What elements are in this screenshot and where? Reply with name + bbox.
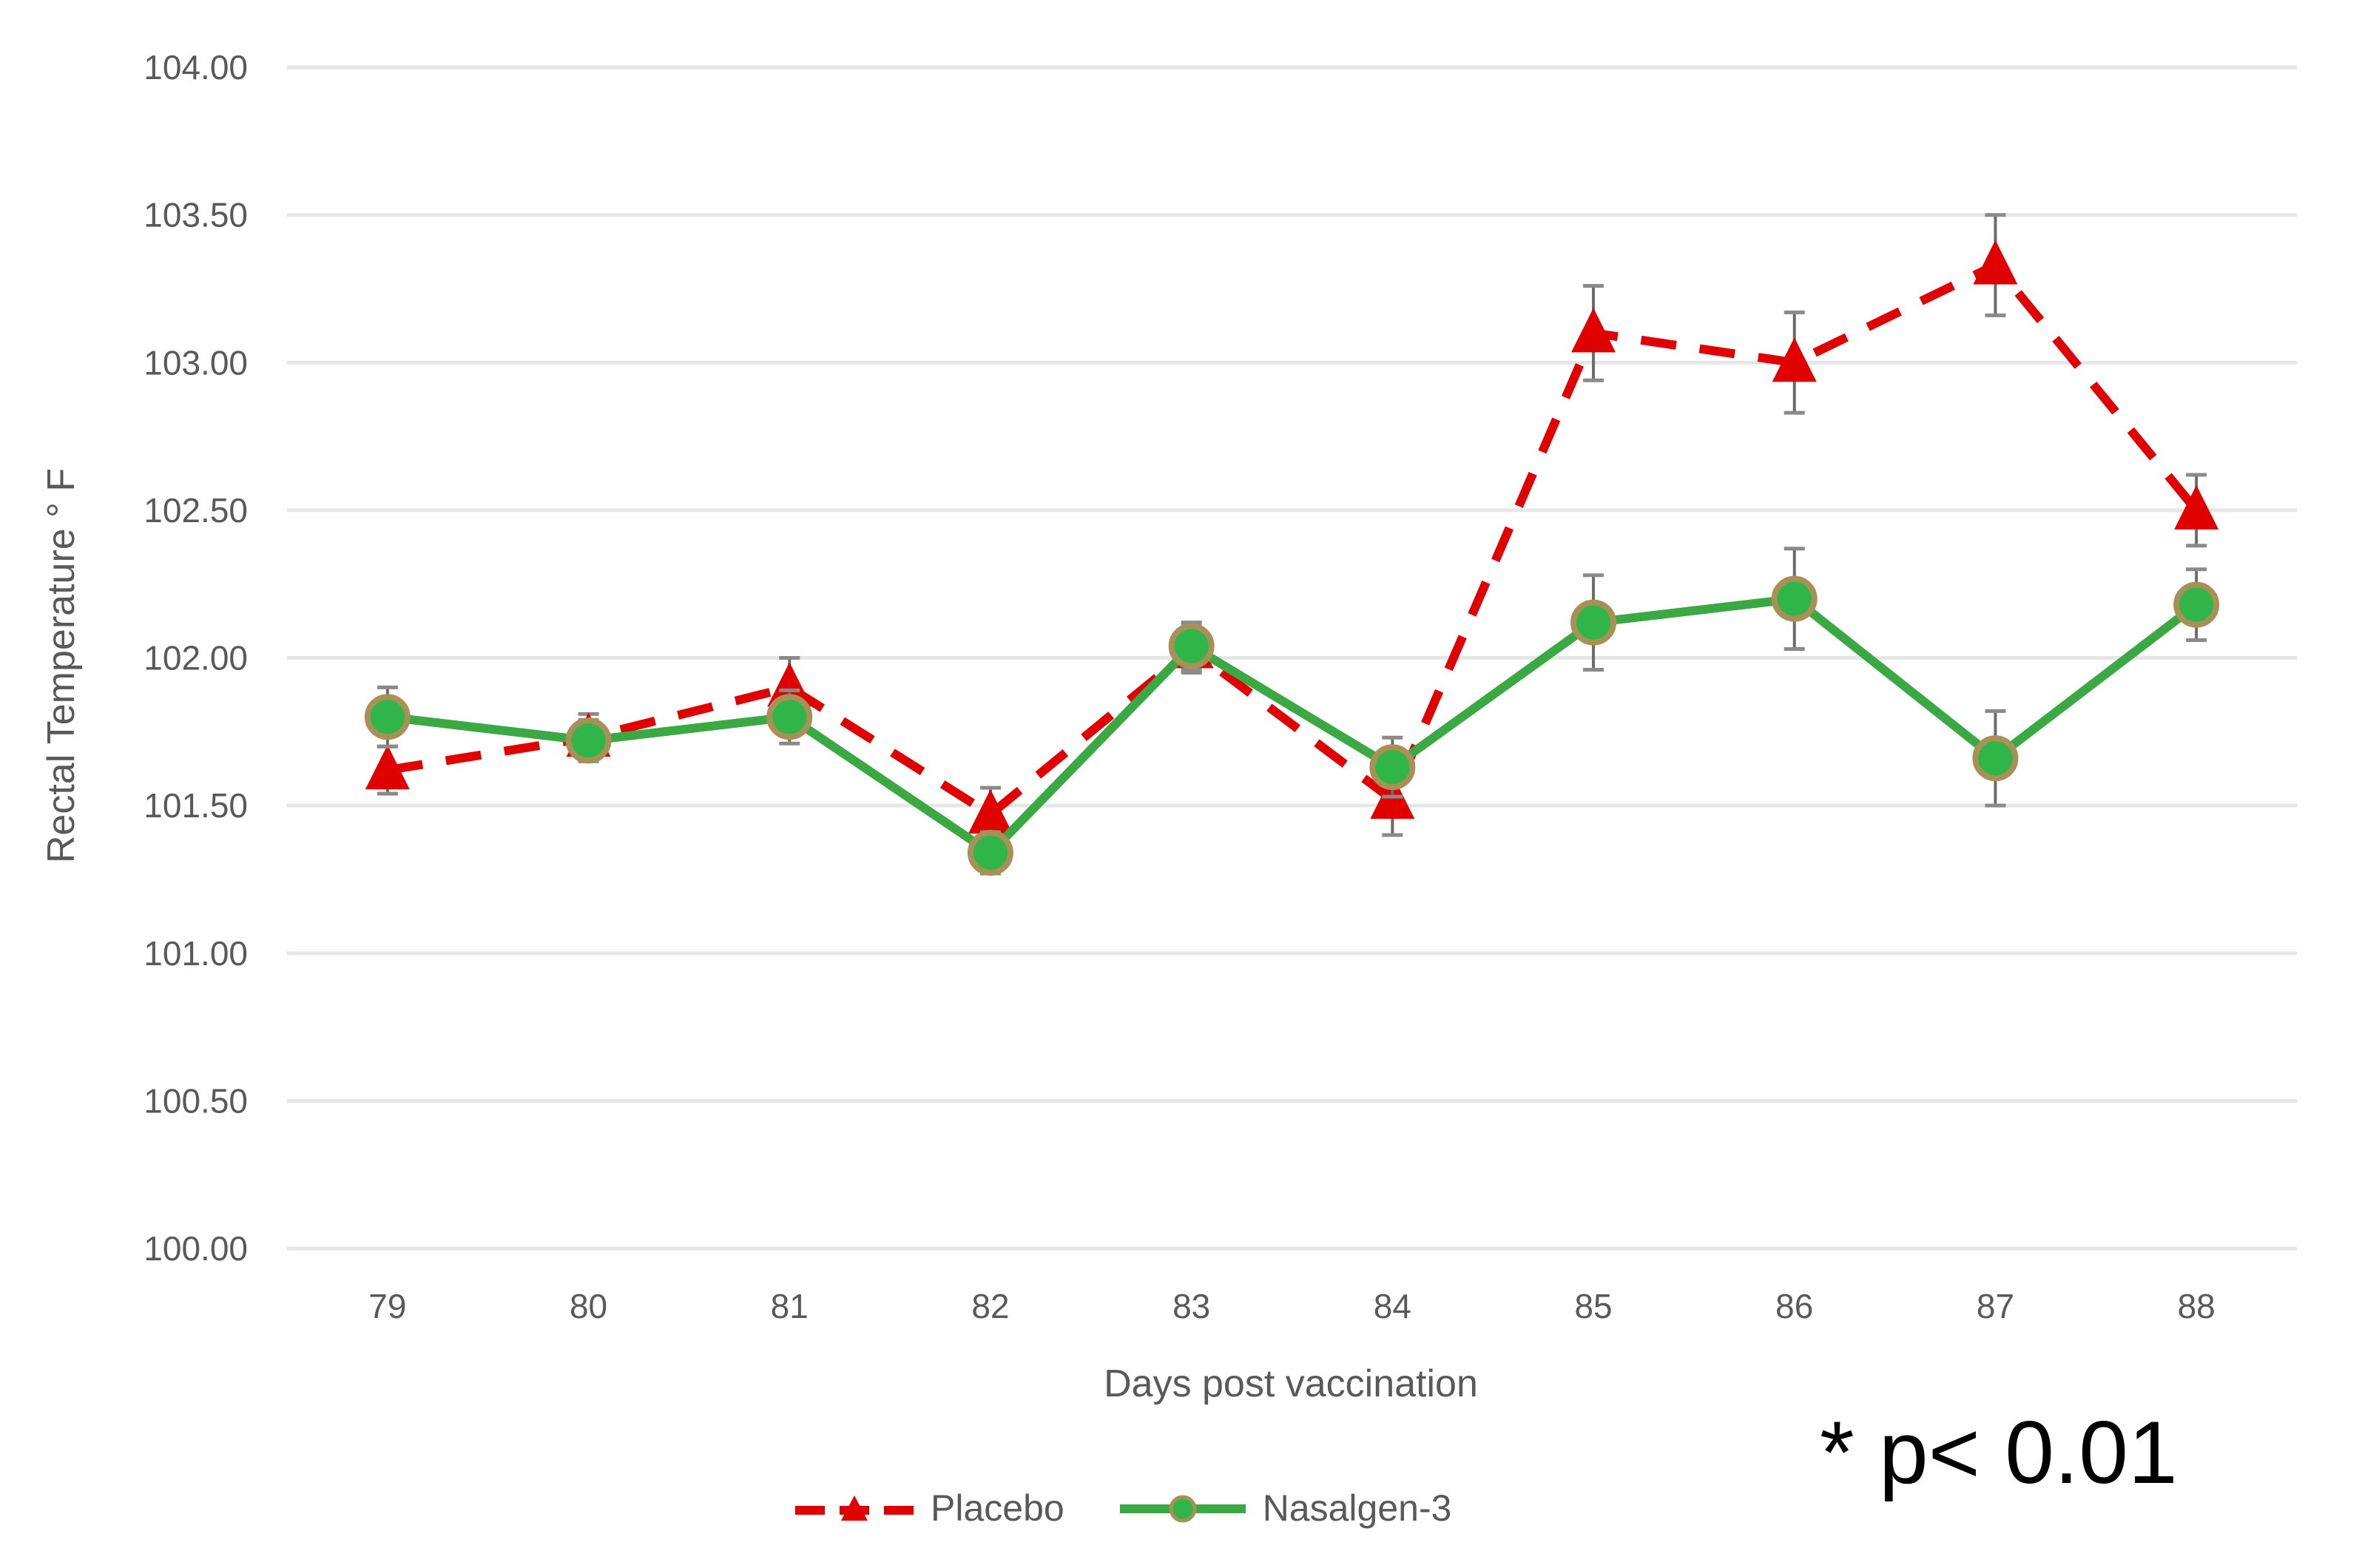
line-circle-icon (1119, 1495, 1246, 1523)
x-tick-label: 86 (1775, 1287, 1813, 1325)
series-nasalgen-3 (364, 547, 2220, 876)
x-tick-label: 85 (1574, 1287, 1612, 1325)
data-point-triangle (968, 789, 1013, 834)
x-tick-label: 82 (971, 1287, 1009, 1325)
dashed-triangle-icon (795, 1496, 914, 1521)
y-tick-label: 103.50 (144, 196, 248, 234)
y-tick-label: 103.00 (144, 343, 248, 382)
series-placebo (365, 213, 2219, 843)
data-point-triangle (1973, 240, 2018, 285)
x-tick-label: 81 (771, 1287, 809, 1325)
data-point-circle (1369, 744, 1416, 791)
data-point-circle (967, 830, 1013, 876)
data-point-triangle (2174, 484, 2219, 530)
data-point-circle (1771, 575, 1818, 622)
y-axis-ticks: 100.00 100.50 101.00 101.50 102.00 102.50 103.… (144, 48, 248, 1268)
legend-item-nasalgen[interactable]: Nasalgen-3 (1116, 1487, 1452, 1530)
y-tick-label: 100.00 (144, 1229, 248, 1268)
x-axis-ticks: 79 80 81 82 83 84 85 86 87 88 (368, 1287, 2215, 1325)
data-point-triangle (365, 745, 410, 790)
data-point-circle (364, 694, 411, 740)
y-tick-label: 100.50 (144, 1081, 248, 1120)
data-point-triangle (1772, 337, 1817, 382)
legend: Placebo Nasalgen-3 (792, 1487, 1451, 1530)
x-tick-label: 87 (1977, 1287, 2014, 1325)
data-point-circle (2173, 581, 2220, 628)
data-series (364, 213, 2220, 876)
y-tick-label: 102.00 (144, 639, 248, 677)
y-tick-label: 104.00 (144, 48, 248, 87)
data-point-triangle (767, 662, 812, 707)
legend-label-placebo: Placebo (931, 1487, 1064, 1529)
gridlines (287, 65, 2297, 1251)
y-tick-label: 101.00 (144, 934, 248, 973)
y-axis-title: Rectal Temperature ° F (40, 468, 83, 863)
data-point-circle (1168, 623, 1215, 669)
data-point-circle (1972, 735, 2019, 782)
data-point-circle (766, 694, 813, 740)
x-tick-label: 88 (2178, 1287, 2215, 1325)
data-point-circle (565, 717, 612, 764)
y-tick-label: 102.50 (144, 491, 248, 530)
x-axis-title: Days post vaccination (1104, 1362, 1478, 1405)
significance-annotation: * p< 0.01 (1820, 1403, 2178, 1502)
legend-label-nasalgen: Nasalgen-3 (1262, 1487, 1452, 1529)
x-tick-label: 84 (1374, 1287, 1411, 1325)
x-tick-label: 80 (570, 1287, 607, 1325)
y-tick-label: 101.50 (144, 786, 248, 825)
x-tick-label: 79 (368, 1287, 406, 1325)
x-tick-label: 83 (1172, 1287, 1210, 1325)
data-point-triangle (1571, 308, 1616, 353)
data-point-circle (1570, 599, 1617, 646)
legend-item-placebo[interactable]: Placebo (792, 1487, 1064, 1530)
